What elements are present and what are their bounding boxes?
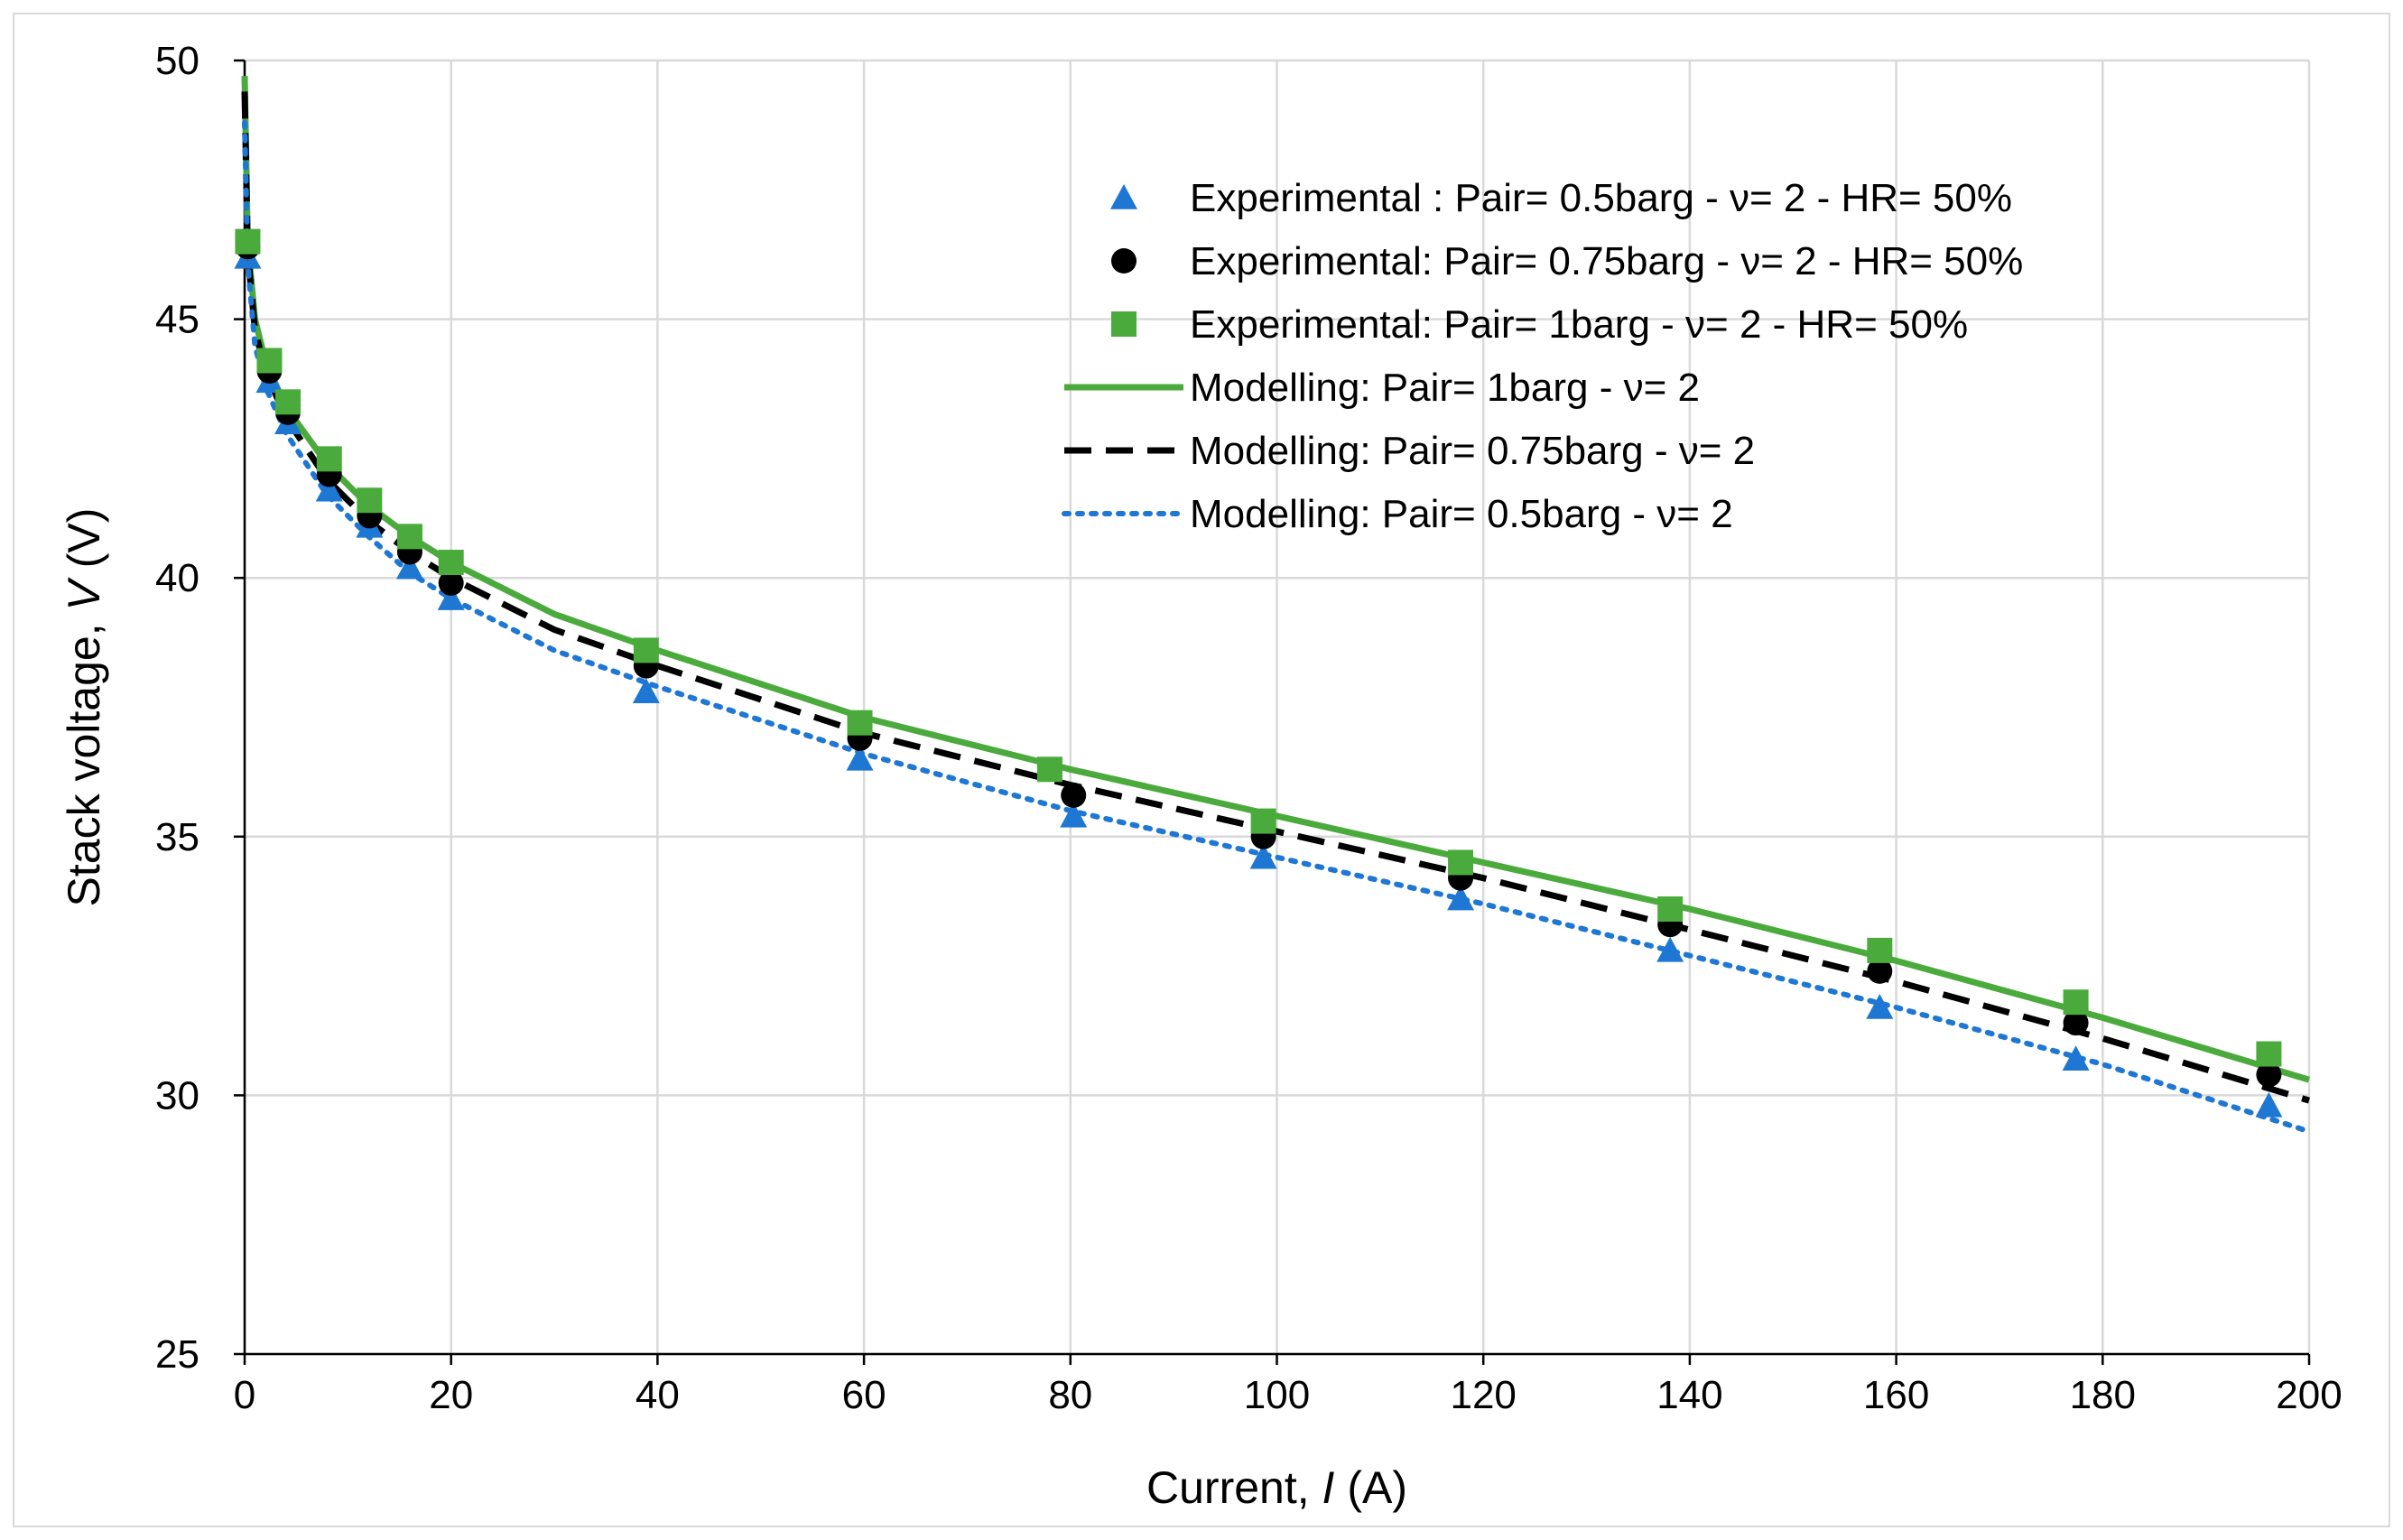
- legend-item: Modelling: Pair= 0.75barg - ν= 2: [1064, 429, 1755, 473]
- data-point-square: [847, 710, 873, 736]
- data-point-triangle: [1447, 885, 1475, 911]
- data-point-square: [357, 487, 383, 514]
- legend-marker-circle: [1111, 248, 1137, 274]
- y-tick-label: 30: [155, 1073, 199, 1118]
- legend-label: Modelling: Pair= 0.5barg - ν= 2: [1190, 492, 1733, 536]
- data-point-circle: [2256, 1062, 2282, 1088]
- data-point-triangle: [1060, 802, 1088, 828]
- data-point-triangle: [632, 678, 660, 704]
- data-point-square: [1448, 849, 1474, 876]
- data-point-square: [438, 550, 464, 576]
- data-point-triangle: [395, 553, 423, 580]
- legend-item: Experimental: Pair= 0.75barg - ν= 2 - HR…: [1111, 239, 2023, 283]
- tick-labels: 0 20 40 60 80 100 120 140 160 180 200 25 30 35 40 45 50: [155, 39, 2343, 1417]
- data-point-square: [1036, 756, 1062, 783]
- legend-label: Experimental: Pair= 1barg - ν= 2 - HR= 5…: [1190, 302, 1968, 347]
- legend-marker-square: [1111, 311, 1137, 337]
- y-axis-title: Stack voltage, V (V): [59, 508, 109, 907]
- legend-label: Modelling: Pair= 0.75barg - ν= 2: [1190, 429, 1755, 473]
- data-point-square: [235, 228, 261, 255]
- legend-item: Experimental : Pair= 0.5barg - ν= 2 - HR…: [1110, 176, 2012, 220]
- data-point-square: [1250, 808, 1276, 834]
- data-point-square: [1657, 896, 1684, 923]
- x-tick-label: 180: [2070, 1373, 2136, 1417]
- legend-label: Experimental: Pair= 0.75barg - ν= 2 - HR…: [1190, 239, 2023, 283]
- data-point-circle: [2063, 1010, 2089, 1036]
- x-tick-label: 20: [429, 1373, 473, 1417]
- legend-marker-triangle: [1110, 184, 1137, 209]
- legend-item: Modelling: Pair= 0.5barg - ν= 2: [1062, 492, 1733, 536]
- plot-area: [234, 76, 2312, 1135]
- y-tick-label: 35: [155, 815, 199, 859]
- legend-item: Experimental: Pair= 1barg - ν= 2 - HR= 5…: [1111, 302, 1968, 347]
- axes: [234, 59, 2311, 1365]
- chart-frame: [13, 13, 2390, 1527]
- data-point-triangle: [315, 476, 343, 502]
- legend-label: Modelling: Pair= 1barg - ν= 2: [1190, 366, 1700, 410]
- x-tick-label: 0: [234, 1373, 255, 1417]
- x-axis-title: Current, I (A): [1146, 1462, 1407, 1513]
- data-point-triangle: [1249, 843, 1277, 869]
- data-point-square: [2063, 989, 2089, 1016]
- series-line-dotted: [242, 119, 2312, 1135]
- data-point-triangle: [2062, 1045, 2090, 1072]
- data-point-square: [316, 446, 342, 472]
- data-point-square: [396, 524, 422, 550]
- data-point-triangle: [1866, 993, 1894, 1019]
- data-point-square: [633, 637, 659, 663]
- x-tick-label: 160: [1863, 1373, 1929, 1417]
- y-tick-label: 40: [155, 556, 199, 600]
- legend: Experimental : Pair= 0.5barg - ν= 2 - HR…: [1062, 176, 2023, 536]
- x-tick-label: 100: [1244, 1373, 1310, 1417]
- x-tick-label: 60: [842, 1373, 886, 1417]
- data-point-square: [2256, 1041, 2282, 1067]
- y-tick-label: 25: [155, 1332, 199, 1377]
- data-point-circle: [438, 570, 464, 596]
- y-tick-label: 50: [155, 39, 199, 83]
- x-tick-label: 140: [1656, 1373, 1722, 1417]
- data-point-triangle: [437, 585, 465, 610]
- x-tick-label: 40: [636, 1373, 680, 1417]
- data-point-circle: [1061, 782, 1087, 808]
- data-point-circle: [1867, 958, 1893, 984]
- data-point-square: [275, 389, 302, 415]
- data-point-triangle: [2255, 1091, 2283, 1118]
- data-point-square: [256, 348, 283, 374]
- legend-item: Modelling: Pair= 1barg - ν= 2: [1064, 366, 1700, 410]
- data-point-triangle: [1656, 936, 1684, 962]
- x-tick-label: 80: [1048, 1373, 1092, 1417]
- x-tick-label: 120: [1450, 1373, 1516, 1417]
- y-tick-label: 45: [155, 298, 199, 342]
- series-line-dashed: [241, 91, 2311, 1104]
- x-tick-label: 200: [2276, 1373, 2342, 1417]
- data-point-square: [1867, 937, 1893, 963]
- legend-label: Experimental : Pair= 0.5barg - ν= 2 - HR…: [1190, 176, 2012, 220]
- data-point-triangle: [846, 745, 874, 771]
